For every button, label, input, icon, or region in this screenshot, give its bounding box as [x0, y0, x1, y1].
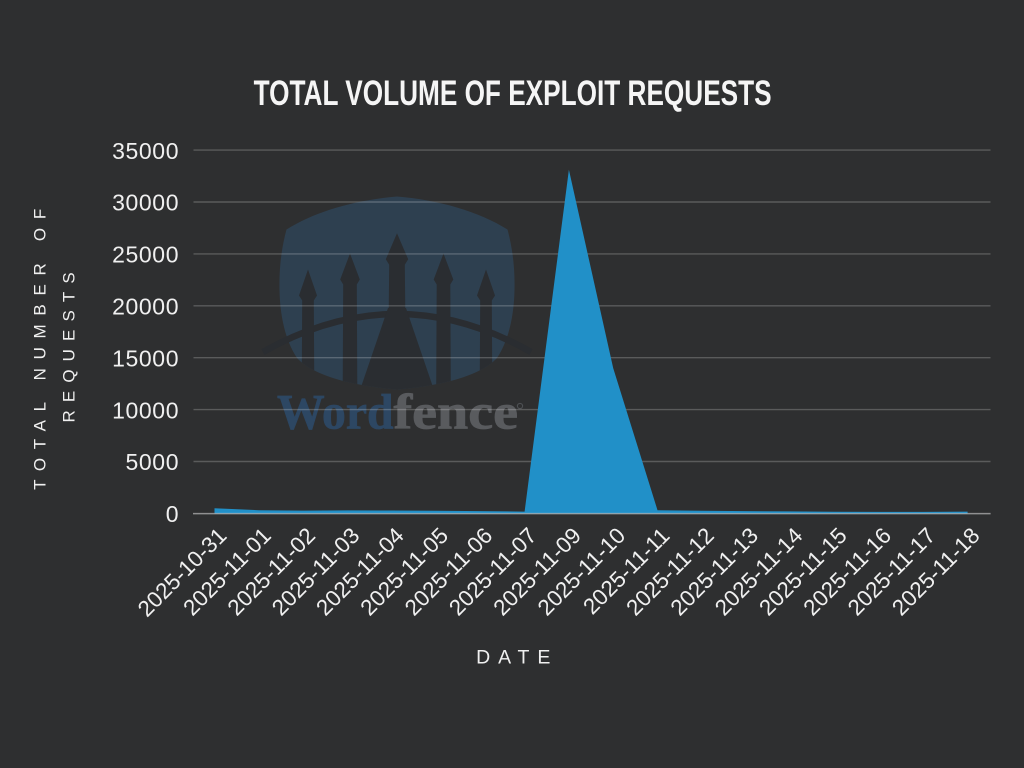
- svg-text:REQUESTS: REQUESTS: [60, 264, 79, 422]
- svg-text:Word: Word: [277, 383, 394, 439]
- svg-text:15000: 15000: [112, 345, 179, 371]
- svg-text:TOTAL VOLUME OF EXPLOIT REQUES: TOTAL VOLUME OF EXPLOIT REQUESTS: [254, 73, 772, 113]
- svg-text:20000: 20000: [112, 294, 179, 320]
- svg-text:30000: 30000: [112, 190, 179, 216]
- svg-text:25000: 25000: [112, 242, 179, 268]
- svg-text:5000: 5000: [126, 449, 180, 475]
- svg-text:fence: fence: [394, 383, 519, 439]
- svg-text:10000: 10000: [112, 397, 179, 423]
- svg-text:0: 0: [166, 501, 179, 527]
- svg-text:DATE: DATE: [476, 646, 558, 668]
- svg-text:35000: 35000: [112, 138, 179, 164]
- svg-text:TOTAL NUMBER OF: TOTAL NUMBER OF: [31, 200, 50, 490]
